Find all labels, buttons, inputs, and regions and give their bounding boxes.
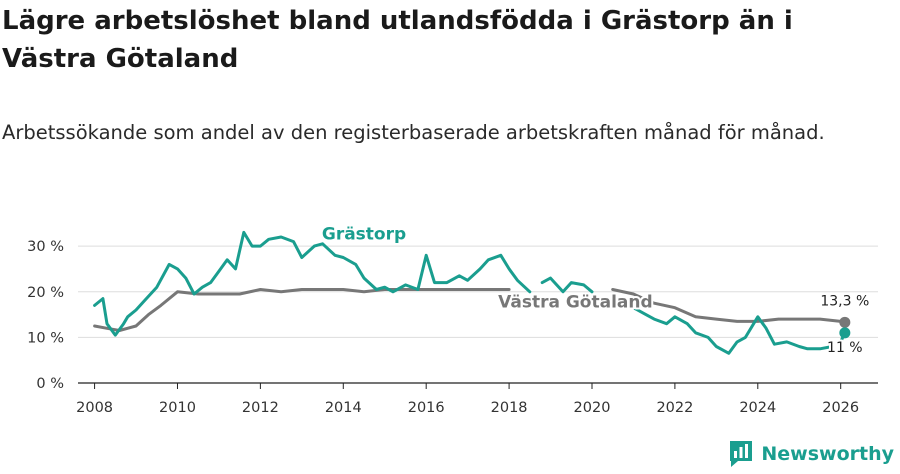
x-tick-label: 2014 bbox=[325, 400, 362, 416]
newsworthy-logo-icon bbox=[730, 441, 753, 467]
x-tick-label: 2010 bbox=[159, 400, 196, 416]
chart-subtitle: Arbetssökande som andel av den registerb… bbox=[2, 121, 825, 144]
brand-name: Newsworthy bbox=[761, 443, 894, 465]
end-point-vastra-gotaland bbox=[839, 316, 851, 328]
series-line-vastra-gotaland bbox=[93, 288, 847, 332]
series-label-vastra-gotaland: Västra Götaland bbox=[498, 292, 653, 312]
series-lines bbox=[93, 230, 851, 355]
series-labels: Grästorp Västra Götaland 13,3 % 11 % bbox=[320, 222, 871, 358]
chart-title: Lägre arbetslöshet bland utlandsfödda i … bbox=[2, 6, 793, 74]
x-tick-label: 2024 bbox=[739, 400, 776, 416]
end-value-label-grastorp: 11 % bbox=[827, 340, 863, 356]
end-point-grastorp bbox=[839, 327, 851, 339]
x-tick-label: 2018 bbox=[491, 400, 528, 416]
y-tick-label: 20 % bbox=[27, 285, 64, 301]
x-tick-label: 2016 bbox=[408, 400, 445, 416]
x-axis: 2008 2010 2012 2014 2016 2018 2020 2022 2024 2026 bbox=[76, 382, 878, 416]
x-tick-label: 2022 bbox=[656, 400, 693, 416]
x-tick-label: 2012 bbox=[242, 400, 279, 416]
y-tick-label: 30 % bbox=[27, 239, 64, 255]
y-axis-ticks: 0 % 10 % 20 % 30 % bbox=[27, 239, 64, 392]
y-tick-label: 10 % bbox=[27, 330, 64, 346]
series-line-grastorp bbox=[93, 230, 847, 355]
x-tick-label: 2020 bbox=[574, 400, 611, 416]
series-label-grastorp: Grästorp bbox=[322, 224, 406, 244]
y-tick-label: 0 % bbox=[36, 376, 64, 392]
x-tick-label: 2026 bbox=[822, 400, 859, 416]
x-tick-label: 2008 bbox=[76, 400, 113, 416]
newsworthy-brand: Newsworthy bbox=[728, 439, 894, 469]
end-value-label-vastra-gotaland: 13,3 % bbox=[820, 293, 869, 309]
